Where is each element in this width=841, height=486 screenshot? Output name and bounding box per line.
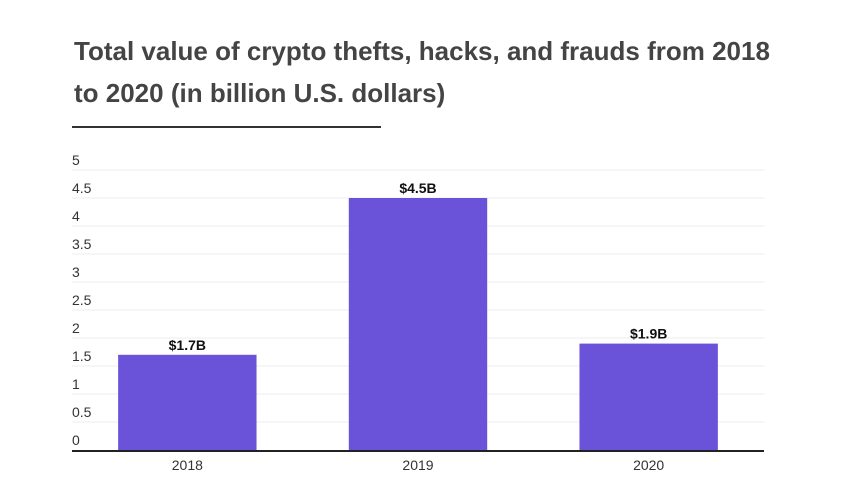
data-label-2018: $1.7B	[169, 337, 206, 353]
bar-2020	[579, 343, 718, 450]
y-tick-label: 3	[72, 264, 80, 280]
y-tick-label: 4	[72, 208, 80, 224]
y-tick-label: 0.5	[72, 404, 92, 420]
y-tick-label: 0	[72, 432, 80, 448]
data-label-2020: $1.9B	[630, 326, 667, 342]
x-tick-label: 2019	[402, 457, 433, 473]
bars	[118, 198, 718, 450]
y-tick-label: 3.5	[72, 236, 92, 252]
x-tick-label: 2018	[172, 457, 203, 473]
y-tick-label: 1	[72, 376, 80, 392]
title-underline	[72, 126, 381, 128]
bar-2018	[118, 354, 257, 450]
y-axis-ticks: 0 0.5 1 1.5 2 2.5 3 3.5 4 4.5 5	[72, 152, 92, 448]
y-tick-label: 4.5	[72, 180, 92, 196]
y-tick-label: 2.5	[72, 292, 92, 308]
y-tick-label: 1.5	[72, 348, 92, 364]
data-labels: $1.7B $4.5B $1.9B	[169, 180, 668, 353]
x-axis-ticks: 2018 2019 2020	[172, 457, 665, 473]
bar-2019	[348, 198, 488, 450]
chart-title: Total value of crypto thefts, hacks, and…	[74, 36, 770, 108]
y-tick-label: 2	[72, 320, 80, 336]
x-tick-label: 2020	[633, 457, 664, 473]
data-label-2019: $4.5B	[399, 180, 436, 196]
y-tick-label: 5	[72, 152, 80, 168]
